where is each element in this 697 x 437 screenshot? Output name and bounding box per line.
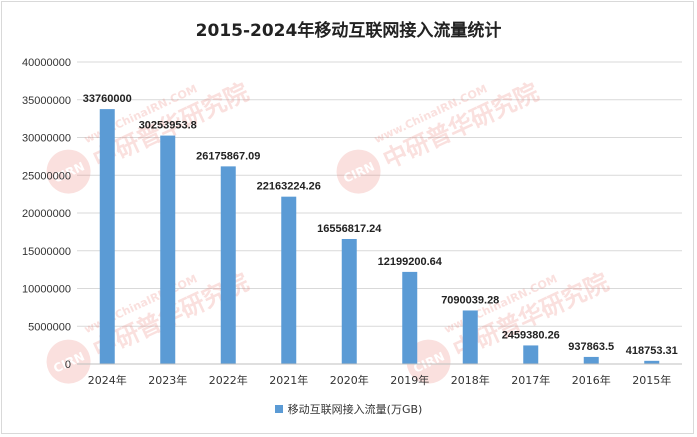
data-label: 22163224.26	[257, 181, 321, 193]
data-label: 30253953.8	[139, 120, 197, 132]
y-tick-label: 15000000	[22, 246, 71, 258]
bar	[160, 135, 176, 364]
data-label: 33760000	[83, 93, 132, 105]
bars	[99, 109, 660, 364]
x-tick-label: 2020年	[330, 373, 369, 387]
x-tick-label: 2021年	[269, 373, 308, 387]
data-label: 2459380.26	[502, 329, 560, 341]
bar	[341, 238, 357, 364]
watermark-logo-icon	[406, 339, 451, 384]
x-tick-label: 2024年	[88, 373, 127, 387]
axes: 0 5000000 10000000 15000000 20000000 25000000…	[22, 57, 682, 387]
bar	[99, 109, 115, 364]
bar	[402, 271, 418, 364]
y-tick-label: 30000000	[22, 133, 71, 145]
y-tick-label: 20000000	[22, 208, 71, 220]
legend-swatch	[274, 405, 283, 413]
x-tick-label: 2023年	[148, 373, 187, 387]
legend: 移动互联网接入流量(万GB)	[2, 401, 695, 417]
y-tick-label: 40000000	[22, 57, 71, 69]
data-label: 418753.31	[626, 345, 678, 357]
bar	[523, 345, 539, 364]
watermark-logo-icon	[46, 339, 91, 384]
watermark-logo-icon	[336, 149, 381, 194]
data-labels: 33760000 30253953.8 26175867.09 22163224.26…	[83, 93, 678, 357]
y-tick-label: 35000000	[22, 95, 71, 107]
legend-label: 移动互联网接入流量(万GB)	[287, 403, 423, 416]
x-tick-label: 2016年	[572, 373, 611, 387]
x-tick-label: 2019年	[390, 373, 429, 387]
bar	[281, 196, 297, 364]
grid-lines	[77, 61, 682, 327]
bar	[583, 356, 599, 364]
bar	[220, 166, 236, 364]
bar	[644, 360, 660, 364]
x-tick-label: 2017年	[511, 373, 550, 387]
data-label: 16556817.24	[317, 223, 382, 235]
chart-title: 2015-2024年移动互联网接入流量统计	[195, 21, 502, 41]
x-tick-label: 2022年	[209, 373, 248, 387]
data-label: 12199200.64	[378, 256, 443, 268]
y-tick-label: 25000000	[22, 170, 71, 182]
data-label: 937863.5	[568, 341, 614, 353]
data-label: 7090039.28	[441, 294, 499, 306]
watermark-logo-icon	[46, 149, 91, 194]
y-tick-label: 0	[65, 359, 71, 371]
y-tick-label: 5000000	[28, 321, 71, 333]
data-label: 26175867.09	[196, 150, 260, 162]
bar	[462, 310, 478, 364]
y-tick-label: 10000000	[22, 284, 71, 296]
x-tick-label: 2018年	[451, 373, 490, 387]
x-tick-label: 2015年	[632, 373, 671, 387]
